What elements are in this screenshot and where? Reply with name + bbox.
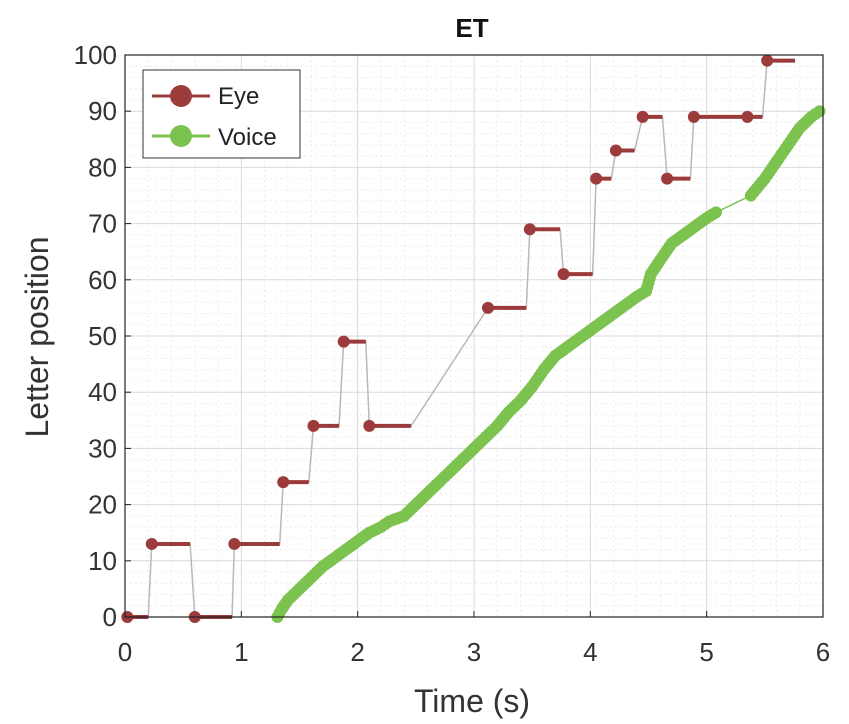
legend-eye-marker [170,85,192,107]
eye-data-point [481,301,494,314]
eye-data-point [337,335,350,348]
plot-markers [121,54,826,623]
y-tick-label: 0 [103,602,117,632]
eye-data-point [741,110,754,123]
y-tick-label: 10 [88,546,117,576]
x-tick-label: 5 [699,637,713,667]
x-tick-label: 2 [350,637,364,667]
y-tick-label: 90 [88,96,117,126]
x-tick-label: 0 [118,637,132,667]
x-tick-label: 1 [234,637,248,667]
eye-data-point [228,537,241,550]
eye-data-point [277,476,290,489]
y-tick-label: 60 [88,265,117,295]
eye-data-point [307,419,320,432]
eye-data-point [661,172,674,185]
y-tick-label: 100 [74,40,117,70]
eye-data-point [363,419,376,432]
grid [124,54,824,618]
eye-data-point [145,537,158,550]
y-tick-label: 40 [88,377,117,407]
eye-data-point [609,144,622,157]
voice-data-point [709,206,722,219]
legend: Eye Voice [142,69,301,159]
eye-data-point [557,268,570,281]
y-tick-label: 80 [88,152,117,182]
y-axis-label: Letter position [19,236,55,437]
x-axis-label: Time (s) [414,683,530,719]
chart-title: ET [455,13,488,43]
x-tick-label: 6 [816,637,830,667]
eye-data-point [761,54,774,67]
eye-data-point [590,172,603,185]
voice-data-point [813,105,826,118]
y-tick-label: 50 [88,321,117,351]
legend-eye-label: Eye [218,83,259,110]
legend-voice-marker [170,125,192,147]
y-tick-label: 70 [88,209,117,239]
eye-data-point [687,110,700,123]
eye-data-point [523,223,536,236]
eye-data-point [636,110,649,123]
legend-voice-label: Voice [218,124,277,151]
legend-box [142,69,301,159]
y-tick-label: 20 [88,490,117,520]
y-tick-label: 30 [88,433,117,463]
x-tick-label: 3 [467,637,481,667]
x-tick-label: 4 [583,637,597,667]
